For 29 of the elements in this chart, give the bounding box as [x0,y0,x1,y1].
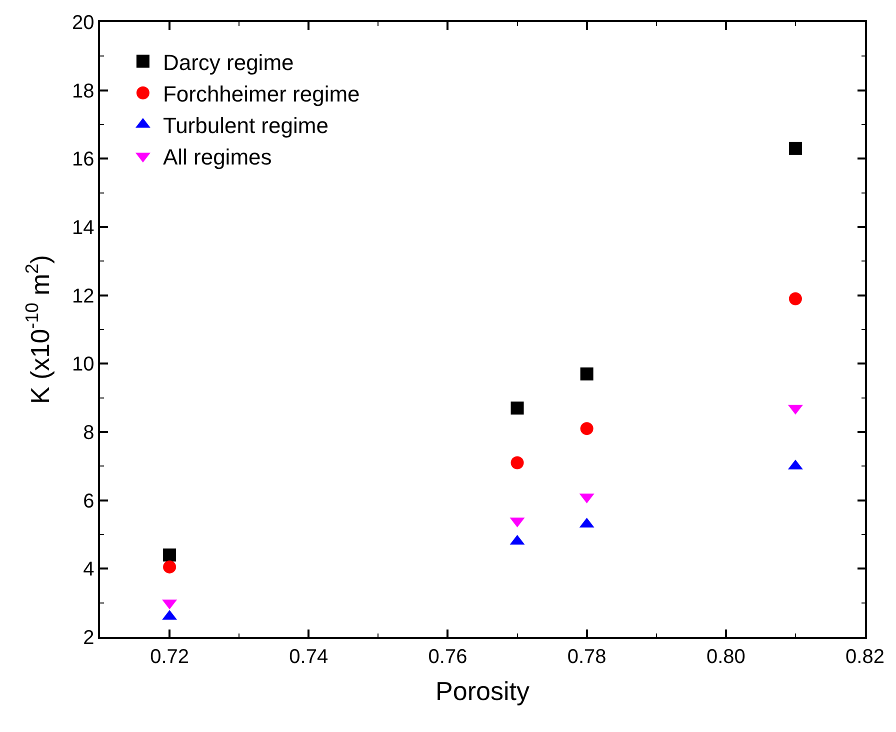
x-tick-label: 0.82 [846,646,884,668]
point [788,292,802,306]
x-axis-title: Porosity [436,676,530,706]
y-tick-label: 18 [72,80,94,102]
x-tick-label: 0.80 [706,646,746,668]
x-tick-label: 0.72 [150,646,190,668]
point [163,548,176,562]
point [580,422,594,436]
y-tick-label: 14 [72,217,94,239]
y-tick-label: 2 [83,627,94,649]
point [163,560,176,574]
x-tick-label: 0.78 [567,646,606,668]
legend-label: All regimes [162,144,272,170]
legend-label: Forchheimer regime [162,81,360,106]
y-tick-label: 20 [72,12,94,34]
point [788,142,802,155]
point [510,402,524,415]
y-tick-label: 16 [72,148,94,171]
y-tick-label: 8 [83,422,94,444]
legend-label: Turbulent regime [162,113,328,138]
legend-label: Darcy regime [162,50,294,75]
x-tick-label: 0.76 [428,646,468,668]
point [510,456,524,470]
x-tick-label: 0.74 [289,646,328,668]
point [580,367,594,380]
y-tick-label: 10 [72,354,94,376]
y-tick-label: 4 [83,558,94,581]
y-tick-label: 6 [83,490,94,512]
y-tick-label: 12 [72,285,94,308]
